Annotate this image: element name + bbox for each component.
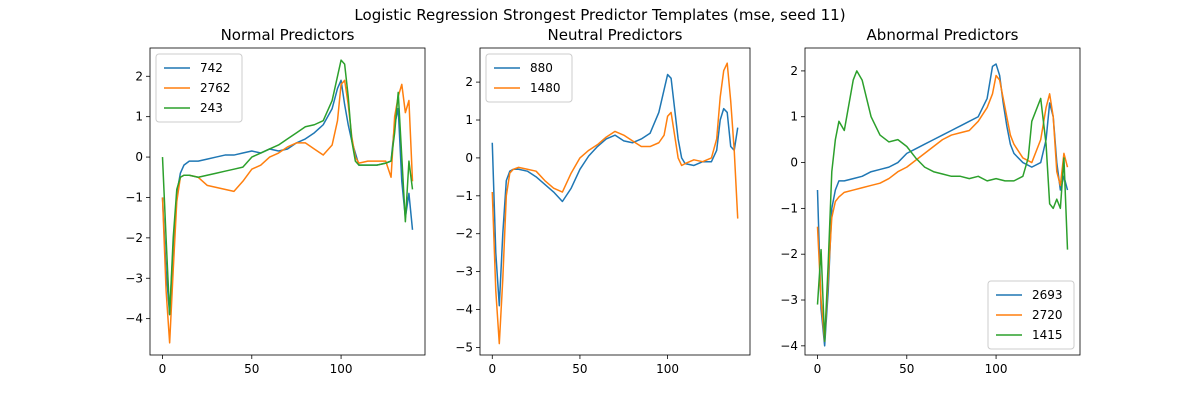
series-line-1415 (816, 70, 1069, 342)
chart-title: Neutral Predictors (548, 26, 683, 44)
x-tick-label: 50 (572, 362, 587, 376)
legend: 2693 2720 1415 (987, 280, 1075, 350)
series-line-2693 (816, 63, 1069, 347)
figure-suptitle: Logistic Regression Strongest Predictor … (354, 6, 845, 24)
y-tick-label: −3 (125, 271, 143, 285)
series-line-243 (161, 59, 414, 316)
series-line-880 (491, 73, 739, 307)
x-tick-label: 0 (159, 362, 167, 376)
legend-entry: 1415 (1032, 328, 1063, 342)
y-tick-label: −1 (455, 189, 473, 203)
legend-box (485, 53, 573, 103)
x-tick-label: 0 (488, 362, 496, 376)
y-tick-label: 0 (465, 151, 473, 165)
legend-entry: 2693 (1032, 288, 1063, 302)
legend: 880 1480 (485, 53, 573, 103)
y-tick-label: 1 (135, 110, 143, 124)
axes-frame (479, 47, 751, 356)
legend-entry: 880 (530, 61, 553, 75)
y-tick-label: 0 (135, 150, 143, 164)
series-line-1480 (491, 62, 739, 345)
x-tick-label: 0 (814, 362, 822, 376)
legend-entry: 243 (200, 101, 223, 115)
y-tick-label: −2 (455, 227, 473, 241)
y-tick-label: −4 (455, 303, 473, 317)
y-tick-label: −3 (455, 265, 473, 279)
axes-frame (149, 47, 426, 356)
y-tick-label: −4 (125, 312, 143, 326)
chart-panel-3: Abnormal Predictors 0 50 100 −4 −3 −2 −1 0 1 2 2693… (780, 26, 1081, 376)
y-tick-label: −2 (125, 231, 143, 245)
y-tick-label: −3 (780, 293, 798, 307)
y-tick-label: 2 (465, 75, 473, 89)
legend-entry: 1480 (530, 81, 561, 95)
legend-entry: 2720 (1032, 308, 1063, 322)
chart-panel-1: Normal Predictors 0 50 100 −4 −3 −2 −1 0 1 2 742 276… (125, 26, 426, 376)
y-tick-label: −5 (455, 340, 473, 354)
y-tick-label: 1 (790, 110, 798, 124)
chart-title: Normal Predictors (221, 26, 355, 44)
y-tick-label: −1 (125, 190, 143, 204)
legend-entry: 742 (200, 61, 223, 75)
legend: 742 2762 243 (155, 53, 243, 123)
x-tick-label: 50 (244, 362, 259, 376)
y-tick-label: −1 (780, 201, 798, 215)
x-tick-label: 100 (985, 362, 1008, 376)
y-tick-label: 0 (790, 156, 798, 170)
x-tick-label: 50 (899, 362, 914, 376)
y-tick-label: 1 (465, 113, 473, 127)
y-tick-label: −2 (780, 247, 798, 261)
series-line-2720 (816, 74, 1069, 342)
y-tick-label: −4 (780, 339, 798, 353)
y-tick-label: 2 (135, 69, 143, 83)
y-tick-label: 2 (790, 64, 798, 78)
chart-title: Abnormal Predictors (867, 26, 1019, 44)
chart-panel-2: Neutral Predictors 0 50 100 −5 −4 −3 −2 −1 0 1 2 880… (455, 26, 751, 376)
legend-box (155, 53, 243, 123)
legend-box (987, 280, 1075, 350)
legend-entry: 2762 (200, 81, 231, 95)
x-tick-label: 100 (656, 362, 679, 376)
x-tick-label: 100 (330, 362, 353, 376)
axes-frame (804, 47, 1081, 356)
